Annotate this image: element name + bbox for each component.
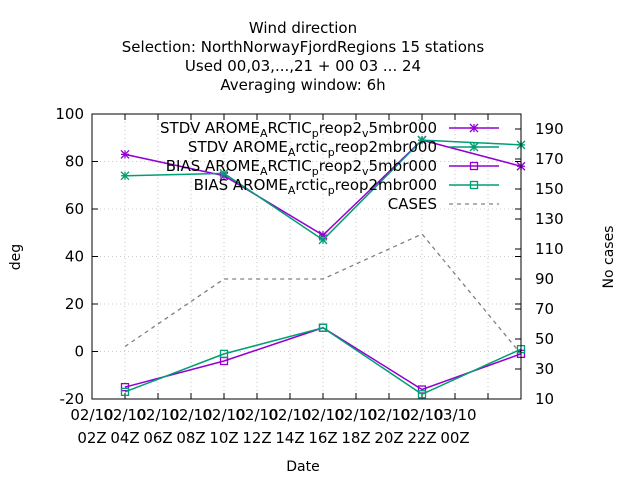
data-point bbox=[417, 390, 427, 399]
x-tick-label: 18Z bbox=[341, 429, 370, 447]
data-point bbox=[120, 171, 130, 181]
x-tick-label: 02/10 bbox=[235, 406, 278, 424]
data-point bbox=[120, 149, 130, 159]
title-line: Selection: NorthNorwayFjordRegions 15 st… bbox=[122, 38, 485, 56]
y2-tick-label: 90 bbox=[535, 270, 554, 288]
y-tick-label: 80 bbox=[65, 153, 84, 171]
data-point bbox=[318, 323, 328, 332]
title-line: Averaging window: 6h bbox=[220, 76, 385, 94]
legend-entry: BIAS AROMEArcticpreop2mbr000 bbox=[194, 176, 499, 197]
title-line: Used 00,03,...,21 + 00 03 ... 24 bbox=[185, 57, 421, 75]
y-tick-label: 60 bbox=[65, 200, 84, 218]
legend-entry: BIAS AROMEARCTICpreop2v5mbr000 bbox=[166, 157, 499, 178]
legend-label: BIAS AROMEArcticpreop2mbr000 bbox=[194, 176, 437, 197]
title-line: Wind direction bbox=[249, 19, 357, 37]
legend-entry: STDV AROMEARCTICpreop2v5mbr000 bbox=[160, 119, 499, 140]
y-axis-label: deg bbox=[8, 244, 24, 270]
x-tick-label: 02/10 bbox=[70, 406, 113, 424]
y2-tick-label: 30 bbox=[535, 360, 554, 378]
x-tick-label: 16Z bbox=[308, 429, 337, 447]
legend-label: STDV AROMEARCTICpreop2v5mbr000 bbox=[160, 119, 437, 140]
x-tick-label: 14Z bbox=[275, 429, 304, 447]
data-point bbox=[219, 349, 229, 359]
x-axis-label: Date bbox=[286, 459, 319, 475]
y2-tick-label: 150 bbox=[535, 180, 564, 198]
y-tick-label: 0 bbox=[74, 343, 84, 361]
x-axis-ticks: 02/10 02Z 02/10 04Z 02/10 06Z 02/10 08Z 02/10 10Z… bbox=[70, 114, 489, 447]
legend-label: BIAS AROMEARCTICpreop2v5mbr000 bbox=[166, 157, 437, 178]
legend-entry: CASES bbox=[388, 195, 499, 213]
x-tick-label: 02/10 bbox=[136, 406, 179, 424]
data-point bbox=[417, 135, 427, 145]
legend-label: CASES bbox=[388, 195, 437, 213]
data-point bbox=[417, 385, 427, 394]
x-tick-label: 02/10 bbox=[334, 406, 377, 424]
x-tick-label: 02/10 bbox=[301, 406, 344, 424]
y-tick-label: 40 bbox=[65, 248, 84, 266]
y2-tick-label: 50 bbox=[535, 330, 554, 348]
x-tick-label: 06Z bbox=[143, 429, 172, 447]
y2-axis-ticks: 10 30 50 70 90 110 130 150 170 190 bbox=[515, 120, 564, 408]
x-tick-label: 08Z bbox=[176, 429, 205, 447]
x-tick-label: 02/10 bbox=[367, 406, 410, 424]
x-tick-label: 04Z bbox=[110, 429, 139, 447]
series-3 bbox=[120, 323, 526, 399]
x-tick-label: 00Z bbox=[440, 429, 469, 447]
x-tick-label: 03/10 bbox=[433, 406, 476, 424]
data-point bbox=[120, 382, 130, 392]
series-line bbox=[124, 233, 521, 355]
y-tick-label: -20 bbox=[60, 390, 85, 408]
y-tick-label: 20 bbox=[65, 295, 84, 313]
x-tick-label: 02Z bbox=[77, 429, 106, 447]
y2-tick-label: 130 bbox=[535, 210, 564, 228]
y2-tick-label: 170 bbox=[535, 150, 564, 168]
data-point bbox=[318, 235, 328, 245]
x-tick-label: 10Z bbox=[209, 429, 238, 447]
x-tick-label: 02/10 bbox=[202, 406, 245, 424]
x-tick-label: 02/10 bbox=[400, 406, 443, 424]
x-tick-label: 22Z bbox=[407, 429, 436, 447]
y2-tick-label: 190 bbox=[535, 120, 564, 138]
y-tick-label: 100 bbox=[55, 105, 84, 123]
series-4 bbox=[124, 233, 521, 355]
plot-border bbox=[91, 113, 522, 400]
x-tick-label: 02/10 bbox=[169, 406, 212, 424]
y-axis-ticks: -20 0 20 40 60 80 100 bbox=[55, 105, 521, 408]
x-tick-label: 20Z bbox=[374, 429, 403, 447]
y2-tick-label: 110 bbox=[535, 240, 564, 258]
y2-tick-label: 70 bbox=[535, 300, 554, 318]
x-tick-label: 12Z bbox=[242, 429, 271, 447]
y2-axis-label: No cases bbox=[601, 226, 617, 289]
x-tick-label: 02/10 bbox=[103, 406, 146, 424]
data-point bbox=[120, 387, 130, 397]
data-point bbox=[219, 168, 229, 178]
x-tick-label: 02/10 bbox=[268, 406, 311, 424]
y2-tick-label: 10 bbox=[535, 390, 554, 408]
series-line bbox=[124, 326, 521, 396]
legend-entry: STDV AROMEArcticpreop2mbr000 bbox=[188, 138, 499, 159]
legend-label: STDV AROMEArcticpreop2mbr000 bbox=[188, 138, 437, 159]
